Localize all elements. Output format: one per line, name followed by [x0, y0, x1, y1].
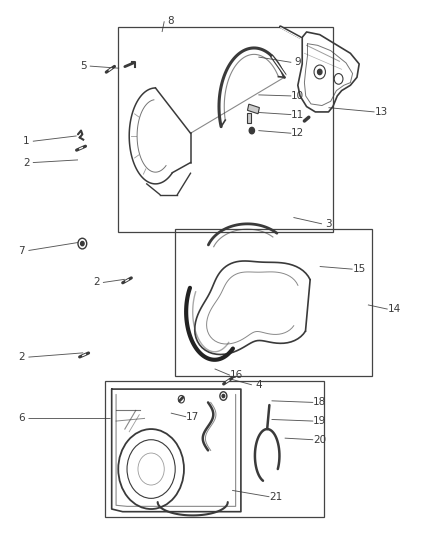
Bar [247, 113, 251, 123]
Bar [175, 229, 372, 376]
Circle shape [222, 394, 225, 398]
Text: 2: 2 [18, 352, 25, 362]
Text: 21: 21 [269, 492, 283, 502]
Text: 19: 19 [313, 416, 326, 426]
Text: 20: 20 [313, 435, 326, 445]
Text: 9: 9 [294, 58, 301, 67]
Circle shape [318, 69, 322, 75]
Bar [118, 27, 333, 232]
Text: 2: 2 [93, 278, 100, 287]
Text: 12: 12 [291, 128, 304, 138]
Circle shape [304, 116, 309, 122]
Text: 5: 5 [80, 61, 87, 71]
Circle shape [81, 241, 84, 246]
Bar [105, 381, 324, 517]
Text: 11: 11 [291, 110, 304, 119]
Text: 10: 10 [291, 91, 304, 101]
Text: 7: 7 [18, 246, 25, 255]
Circle shape [249, 127, 254, 134]
Bar [247, 104, 259, 114]
Text: 16: 16 [230, 370, 243, 380]
Text: 13: 13 [374, 107, 388, 117]
Text: 6: 6 [18, 414, 25, 423]
Text: 8: 8 [167, 17, 174, 26]
Text: 3: 3 [325, 219, 332, 229]
Text: 4: 4 [255, 380, 262, 390]
Text: 1: 1 [23, 136, 30, 146]
Text: 18: 18 [313, 398, 326, 407]
Text: 2: 2 [23, 158, 30, 167]
Text: 15: 15 [353, 264, 366, 274]
Text: 14: 14 [388, 304, 401, 314]
Text: 17: 17 [186, 412, 199, 422]
